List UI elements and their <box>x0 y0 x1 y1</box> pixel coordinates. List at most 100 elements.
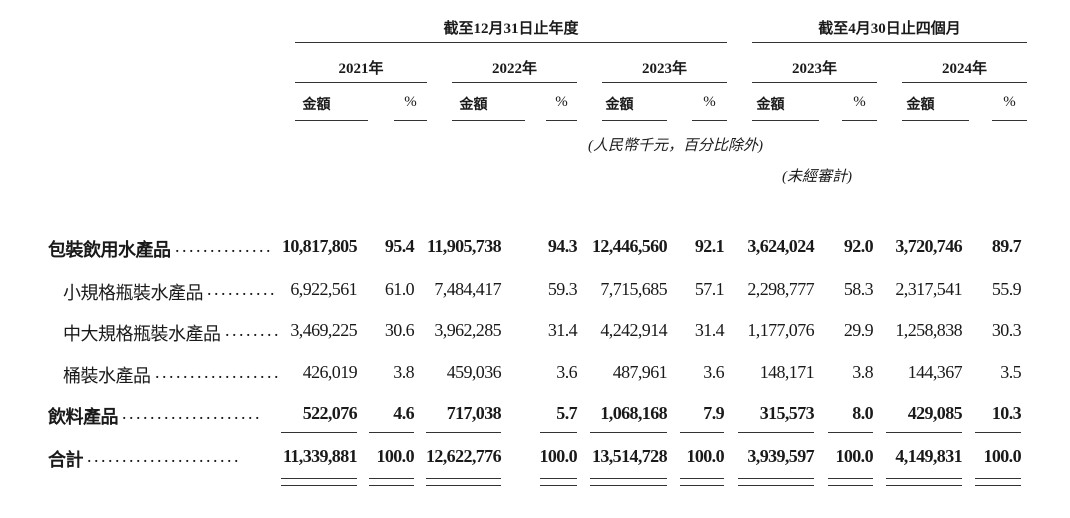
row-label: 飲料產品 <box>48 407 119 428</box>
divider <box>752 42 1027 43</box>
divider <box>902 120 969 121</box>
amount-cell: 1,177,076 <box>747 320 814 340</box>
divider <box>602 120 667 121</box>
pct-header: % <box>555 94 568 110</box>
row-label: 包裝飲用水產品 <box>48 240 171 261</box>
amount-cell: 7,484,417 <box>434 279 501 299</box>
percent-cell: 31.4 <box>694 320 725 340</box>
subtotal-rule <box>426 432 501 433</box>
divider <box>842 120 877 121</box>
amount-cell: 4,242,914 <box>600 320 667 340</box>
percent-cell: 30.3 <box>991 320 1022 340</box>
amount-header: 金額 <box>302 97 331 113</box>
row-label: 桶裝水產品 <box>63 366 151 387</box>
percent-cell: 8.0 <box>852 403 873 423</box>
percent-cell: 3.8 <box>393 362 414 382</box>
percent-cell: 89.7 <box>991 236 1022 256</box>
total-rule <box>738 478 814 479</box>
group-header-months: 截至4月30日止四個月 <box>818 21 961 37</box>
amount-header: 金額 <box>756 97 785 113</box>
amount-cell: 717,038 <box>446 403 502 423</box>
percent-cell: 92.0 <box>843 236 874 256</box>
total-rule <box>886 485 962 486</box>
total-rule <box>590 485 667 486</box>
subtotal-rule <box>828 432 873 433</box>
amount-cell: 2,317,541 <box>895 279 962 299</box>
year-header: 2021年 <box>338 61 384 77</box>
total-rule <box>281 485 357 486</box>
row-label: 合計 <box>48 450 84 471</box>
divider <box>752 82 877 83</box>
divider <box>546 120 577 121</box>
year-header: 2023年 <box>641 61 687 77</box>
percent-cell: 100.0 <box>539 446 577 466</box>
year-header: 2024年 <box>941 61 987 77</box>
amount-cell: 3,720,746 <box>895 236 962 256</box>
leader-dots: .............. <box>175 236 273 256</box>
total-rule <box>886 478 962 479</box>
percent-cell: 7.9 <box>703 403 724 423</box>
subtotal-rule <box>590 432 667 433</box>
percent-cell: 31.4 <box>547 320 578 340</box>
row-label: 小規格瓶裝水產品 <box>63 283 204 304</box>
leader-dots: ........ <box>225 320 281 340</box>
total-rule <box>426 478 501 479</box>
pct-header: % <box>853 94 866 110</box>
year-header: 2023年 <box>791 61 837 77</box>
total-rule <box>369 478 414 479</box>
amount-cell: 3,939,597 <box>747 446 814 466</box>
divider <box>295 42 727 43</box>
percent-cell: 3.5 <box>1000 362 1021 382</box>
amount-cell: 12,622,776 <box>425 446 502 466</box>
divider <box>452 82 577 83</box>
leader-dots: .................. <box>155 362 281 382</box>
percent-cell: 55.9 <box>991 279 1022 299</box>
amount-cell: 459,036 <box>446 362 502 382</box>
percent-cell: 95.4 <box>384 236 415 256</box>
total-rule <box>975 478 1021 479</box>
total-rule <box>828 485 873 486</box>
amount-cell: 426,019 <box>302 362 358 382</box>
unaudited-note: (未經審計) <box>782 169 852 185</box>
percent-cell: 100.0 <box>983 446 1021 466</box>
amount-cell: 487,961 <box>612 362 668 382</box>
total-rule <box>540 478 577 479</box>
amount-cell: 7,715,685 <box>600 279 667 299</box>
subtotal-rule <box>281 432 357 433</box>
amount-cell: 11,905,738 <box>426 236 502 256</box>
total-rule <box>975 485 1021 486</box>
percent-cell: 57.1 <box>694 279 725 299</box>
amount-cell: 144,367 <box>907 362 963 382</box>
amount-cell: 1,068,168 <box>600 403 667 423</box>
total-rule <box>680 485 724 486</box>
percent-cell: 5.7 <box>556 403 577 423</box>
percent-cell: 58.3 <box>843 279 874 299</box>
percent-cell: 100.0 <box>376 446 414 466</box>
amount-cell: 12,446,560 <box>591 236 668 256</box>
percent-cell: 100.0 <box>686 446 724 466</box>
amount-cell: 3,469,225 <box>290 320 357 340</box>
percent-cell: 10.3 <box>991 403 1022 423</box>
total-rule <box>369 485 414 486</box>
subtotal-rule <box>680 432 724 433</box>
amount-cell: 11,339,881 <box>282 446 358 466</box>
amount-cell: 522,076 <box>302 403 358 423</box>
amount-cell: 1,258,838 <box>895 320 962 340</box>
subtotal-rule <box>369 432 414 433</box>
row-label: 中大規格瓶裝水產品 <box>63 324 221 345</box>
divider <box>394 120 427 121</box>
percent-cell: 30.6 <box>384 320 415 340</box>
group-header-year: 截至12月31日止年度 <box>443 21 579 37</box>
total-rule <box>426 485 501 486</box>
total-rule <box>540 485 577 486</box>
total-rule <box>281 478 357 479</box>
percent-cell: 3.8 <box>852 362 873 382</box>
amount-cell: 3,624,024 <box>747 236 814 256</box>
leader-dots: .......... <box>207 279 277 299</box>
divider <box>295 82 427 83</box>
total-rule <box>828 478 873 479</box>
percent-cell: 4.6 <box>393 403 414 423</box>
leader-dots: ...................... <box>87 446 241 466</box>
amount-cell: 13,514,728 <box>591 446 668 466</box>
pct-header: % <box>1003 94 1016 110</box>
